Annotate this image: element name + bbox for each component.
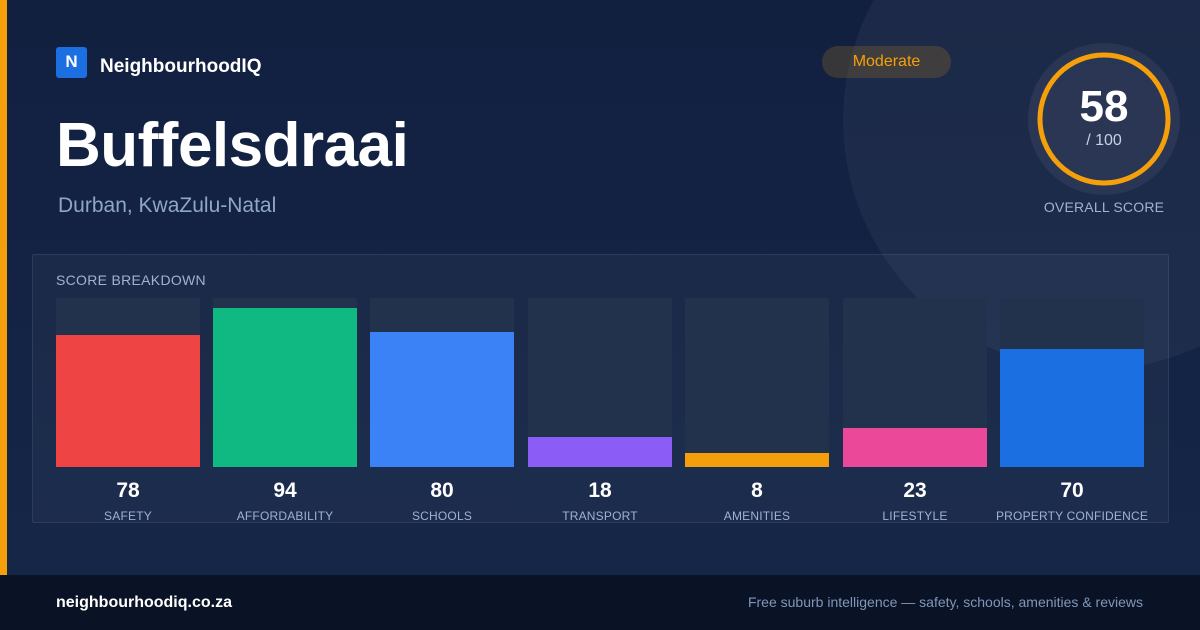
bar-track [528,298,672,467]
suburb-location: Durban, KwaZulu-Natal [58,194,277,217]
share-card: N NeighbourhoodIQ Buffelsdraai Durban, K… [0,0,1200,575]
score-breakdown-panel: SCORE BREAKDOWN 78 SAFETY 94 AFFORDABILI… [32,254,1169,523]
bar-fill [843,428,987,467]
overall-score-ring: 58 / 100 [1028,43,1180,195]
bar-fill [213,308,357,467]
footer: neighbourhoodiq.co.za Free suburb intell… [0,575,1200,630]
bar-value: 70 [1060,479,1084,502]
score-bar-schools: 80 SCHOOLS [370,298,514,523]
bar-fill [685,453,829,467]
overall-score-value: 58 [1079,82,1129,131]
breakdown-title: SCORE BREAKDOWN [56,272,206,288]
bar-label: TRANSPORT [562,509,638,523]
overall-score-max: / 100 [1086,132,1122,149]
brand-name: NeighbourhoodIQ [100,56,262,77]
score-ring-icon [1028,43,1180,195]
rating-badge: Moderate [822,46,951,78]
score-bar-lifestyle: 23 LIFESTYLE [843,298,987,523]
bar-value: 80 [430,479,454,502]
bar-track [843,298,987,467]
bar-label: AFFORDABILITY [236,509,334,523]
brand-logo-icon: N [56,46,87,78]
bar-label: PROPERTY CONFIDENCE [995,509,1149,523]
bar-track [56,298,200,467]
bar-track [685,298,829,467]
accent-stripe [0,0,7,575]
score-bar-safety: 78 SAFETY [56,298,200,523]
bar-value: 94 [273,479,297,502]
bar-fill [56,335,200,467]
score-bar-property-confidence: 70 PROPERTY CONFIDENCE [996,298,1148,523]
suburb-title: Buffelsdraai [56,111,409,180]
overall-score-label: OVERALL SCORE [1043,199,1165,215]
footer-tagline: Free suburb intelligence — safety, schoo… [747,594,1143,610]
footer-domain-link[interactable]: neighbourhoodiq.co.za [56,594,232,611]
bar-label: LIFESTYLE [882,509,948,523]
bar-fill [370,332,514,467]
bar-track [213,298,357,467]
bar-fill [1000,349,1144,467]
score-bar-transport: 18 TRANSPORT [528,298,672,523]
bar-label: AMENITIES [723,509,791,523]
bar-label: SCHOOLS [411,509,473,523]
bar-track [1000,298,1144,467]
score-bar-affordability: 94 AFFORDABILITY [213,298,357,523]
bar-value: 18 [588,479,612,502]
bar-label: SAFETY [104,509,152,523]
score-bar-amenities: 8 AMENITIES [685,298,829,523]
bar-value: 78 [116,479,140,502]
bar-fill [528,437,672,467]
bar-value: 23 [903,479,927,502]
brand: N NeighbourhoodIQ [56,46,261,78]
bar-track [370,298,514,467]
bar-value: 8 [751,479,763,502]
